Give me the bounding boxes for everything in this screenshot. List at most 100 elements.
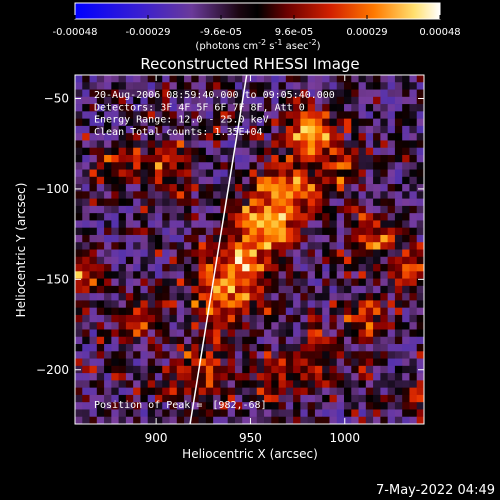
heatmap-cell [307,125,316,134]
heatmap-cell [191,140,199,149]
heatmap-cell [373,104,381,112]
heatmap-cell [336,271,345,279]
heatmap-cell [278,402,287,410]
heatmap-cell [205,285,214,294]
heatmap-cell [285,402,294,410]
heatmap-cell [220,140,228,149]
heatmap-cell [205,82,214,90]
heatmap-cell [249,242,258,250]
heatmap-cell [264,249,272,258]
heatmap-cell [394,394,403,403]
heatmap-cell [402,336,410,345]
heatmap-cell [234,234,243,243]
heatmap-cell [358,307,367,316]
heatmap-cell [104,227,112,236]
heatmap-cell [409,373,418,381]
heatmap-cell [365,416,374,424]
heatmap-cell [293,402,301,410]
heatmap-cell [344,191,352,199]
heatmap-cell [329,154,338,163]
heatmap-cell [300,358,308,367]
heatmap-cell [300,300,308,308]
heatmap-cell [147,198,156,207]
heatmap-cell [162,154,170,163]
heatmap-cell [307,402,316,410]
heatmap-cell [162,213,170,221]
heatmap-cell [89,322,98,330]
heatmap-cell [365,104,374,112]
heatmap-cell [380,264,388,272]
heatmap-cell [278,220,287,228]
heatmap-cell [351,322,359,330]
heatmap-area [75,75,424,424]
heatmap-cell [402,111,410,119]
heatmap-cell [416,89,424,98]
heatmap-cell [336,213,345,221]
heatmap-cell [140,322,149,330]
heatmap-cell [89,271,98,279]
heatmap-cell [358,234,367,243]
heatmap-cell [329,264,338,272]
heatmap-cell [358,329,367,338]
heatmap-cell [96,380,105,388]
heatmap-cell [344,416,352,424]
heatmap-cell [249,285,258,294]
heatmap-cell [118,329,127,338]
heatmap-cell [365,169,374,178]
heatmap-cell [285,387,294,396]
heatmap-cell [234,402,243,410]
heatmap-cell [271,147,279,156]
heatmap-cell [293,300,301,308]
heatmap-cell [409,147,418,156]
heatmap-cell [344,373,352,381]
heatmap-cell [409,162,418,170]
heatmap-cell [314,191,323,199]
heatmap-cell [82,111,90,119]
heatmap-cell [402,125,410,134]
heatmap-cell [285,307,294,316]
heatmap-cell [409,322,418,330]
heatmap-cell [256,213,265,221]
heatmap-cell [118,96,127,105]
heatmap-cell [234,249,243,258]
heatmap-cell [198,365,207,374]
heatmap-cell [162,118,170,127]
heatmap-cell [344,213,352,221]
heatmap-cell [125,394,134,403]
heatmap-cell [314,365,323,374]
heatmap-cell [285,351,294,359]
heatmap-cell [416,336,424,345]
heatmap-cell [380,104,388,112]
heatmap-cell [242,82,250,90]
heatmap-cell [416,351,424,359]
heatmap-cell [213,184,221,192]
heatmap-cell [220,75,228,83]
heatmap-cell [322,322,330,330]
heatmap-cell [213,380,221,388]
heatmap-cell [402,205,410,214]
heatmap-cell [314,184,323,192]
heatmap-cell [227,293,236,301]
heatmap-cell [256,111,265,119]
heatmap-cell [344,133,352,141]
heatmap-cell [336,278,345,287]
heatmap-cell [373,191,381,199]
heatmap-cell [118,394,127,403]
heatmap-cell [249,125,258,134]
heatmap-cell [380,278,388,287]
heatmap-cell [205,402,214,410]
heatmap-cell [322,169,330,178]
heatmap-cell [402,82,410,90]
heatmap-cell [169,242,178,250]
heatmap-cell [111,416,119,424]
heatmap-cell [314,358,323,367]
heatmap-cell [264,380,272,388]
heatmap-cell [336,140,345,149]
heatmap-cell [96,256,105,265]
heatmap-cell [264,322,272,330]
heatmap-cell [140,264,149,272]
heatmap-cell [409,176,418,185]
heatmap-cell [184,75,192,83]
heatmap-cell [220,271,228,279]
heatmap-cell [285,278,294,287]
